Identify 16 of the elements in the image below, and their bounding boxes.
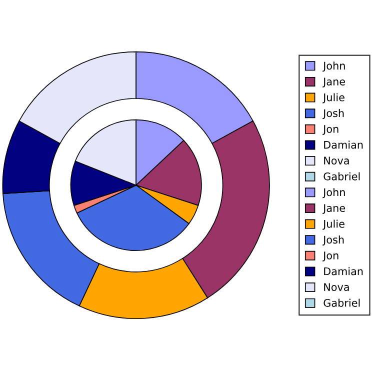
- category-label: Damian: [324, 267, 363, 276]
- legend-label: Jane: [322, 204, 346, 214]
- category-label: John: [322, 188, 345, 198]
- legend-label: Damian: [324, 140, 363, 149]
- category-label: Gabriel: [324, 298, 360, 307]
- legend-label: Julie: [322, 220, 344, 230]
- category-label: Josh: [322, 109, 344, 120]
- category-label: Julie: [322, 93, 344, 104]
- category-label: Jane: [322, 78, 346, 88]
- category-label: Jon: [322, 125, 338, 135]
- legend-label: Josh: [322, 236, 344, 246]
- legend-label: Nova: [324, 156, 349, 165]
- category-label: Nova: [324, 283, 349, 292]
- legend-label: John: [322, 62, 345, 72]
- legend-label: Jon: [322, 252, 338, 262]
- legend-label: Gabriel: [324, 172, 360, 180]
